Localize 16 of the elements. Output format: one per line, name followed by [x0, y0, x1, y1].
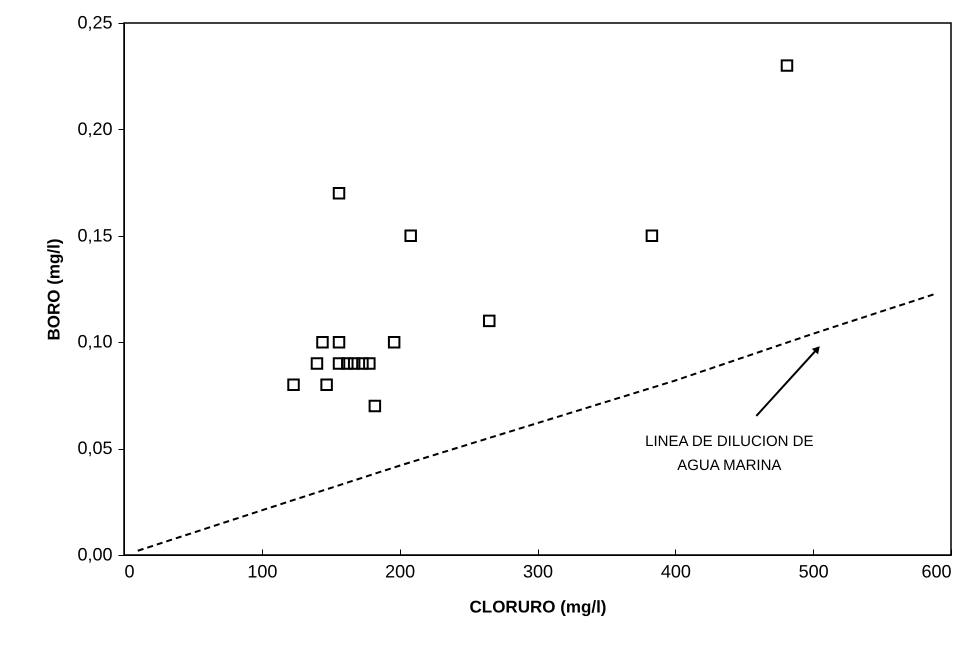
y-tick-label: 0,10 — [77, 332, 112, 352]
x-tick-label: 200 — [385, 562, 416, 582]
y-axis-title: BORO (mg/l) — [44, 238, 64, 340]
annotation: LINEA DE DILUCION DE AGUA MARINA — [645, 432, 814, 474]
x-tick-label: 400 — [660, 562, 691, 582]
y-tick-label: 0,05 — [77, 438, 112, 458]
y-tick-label: 0,25 — [77, 12, 112, 32]
x-tick-label: 600 — [921, 562, 952, 582]
y-tick-label: 0,20 — [77, 118, 112, 139]
y-tick-label: 0,15 — [77, 225, 112, 246]
x-tick-label: 500 — [798, 562, 829, 582]
x-tick-label: 300 — [522, 562, 554, 582]
x-axis-title: CLORURO (mg/l) — [470, 598, 606, 616]
x-tick-label: 0 — [124, 562, 135, 582]
y-tick-label: 0,00 — [77, 544, 112, 564]
x-tick-label: 100 — [247, 562, 278, 582]
